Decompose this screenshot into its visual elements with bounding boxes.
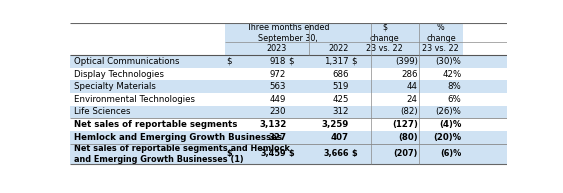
Bar <box>70 106 507 118</box>
Text: 918: 918 <box>270 57 287 66</box>
Text: 2023: 2023 <box>266 44 287 53</box>
Text: 519: 519 <box>332 82 348 91</box>
Text: 563: 563 <box>270 82 287 91</box>
Text: 449: 449 <box>270 95 287 104</box>
Text: Three months ended
September 30,: Three months ended September 30, <box>246 23 329 43</box>
Text: (207): (207) <box>394 149 418 158</box>
Text: $: $ <box>289 57 294 66</box>
Text: (399): (399) <box>395 57 418 66</box>
Text: $: $ <box>226 57 231 66</box>
Text: (20)%: (20)% <box>433 133 461 142</box>
Text: 972: 972 <box>270 69 287 79</box>
Text: 42%: 42% <box>442 69 461 79</box>
Text: 686: 686 <box>332 69 348 79</box>
Bar <box>70 131 507 144</box>
Text: $: $ <box>351 149 356 158</box>
Bar <box>225 23 463 42</box>
Text: 312: 312 <box>332 108 348 116</box>
Text: 44: 44 <box>406 82 418 91</box>
Text: 286: 286 <box>401 69 418 79</box>
Text: 327: 327 <box>268 133 287 142</box>
Text: Specialty Materials: Specialty Materials <box>74 82 156 91</box>
Text: 1,317: 1,317 <box>324 57 348 66</box>
Text: (30)%: (30)% <box>435 57 461 66</box>
Text: 8%: 8% <box>448 82 461 91</box>
Text: 407: 407 <box>330 133 348 142</box>
Text: (127): (127) <box>392 120 418 129</box>
Text: 3,666: 3,666 <box>323 149 348 158</box>
Text: 24: 24 <box>406 95 418 104</box>
Text: 23 vs. 22: 23 vs. 22 <box>366 44 403 53</box>
Text: Display Technologies: Display Technologies <box>74 69 164 79</box>
Text: (26)%: (26)% <box>435 108 461 116</box>
Text: 3,459: 3,459 <box>261 149 287 158</box>
Text: $: $ <box>351 57 356 66</box>
Text: (80): (80) <box>398 133 418 142</box>
Text: (6)%: (6)% <box>440 149 461 158</box>
Text: 230: 230 <box>270 108 287 116</box>
Text: 23 vs. 22: 23 vs. 22 <box>422 44 459 53</box>
Text: $: $ <box>289 149 294 158</box>
Bar <box>70 144 507 164</box>
Text: 3,132: 3,132 <box>259 120 287 129</box>
Text: 425: 425 <box>332 95 348 104</box>
Text: 2022: 2022 <box>328 44 348 53</box>
Bar <box>225 42 463 55</box>
Text: %
change: % change <box>426 23 455 43</box>
Bar <box>70 80 507 93</box>
Text: Life Sciences: Life Sciences <box>74 108 131 116</box>
Text: Net sales of reportable segments and Hemlock
and Emerging Growth Businesses (1): Net sales of reportable segments and Hem… <box>74 144 290 164</box>
Text: Environmental Technologies: Environmental Technologies <box>74 95 195 104</box>
Text: 3,259: 3,259 <box>321 120 348 129</box>
Text: Hemlock and Emerging Growth Businesses: Hemlock and Emerging Growth Businesses <box>74 133 282 142</box>
Bar <box>70 55 507 68</box>
Text: Net sales of reportable segments: Net sales of reportable segments <box>74 120 237 129</box>
Text: (4)%: (4)% <box>439 120 461 129</box>
Text: $
change: $ change <box>370 23 399 43</box>
Text: Optical Communications: Optical Communications <box>74 57 180 66</box>
Text: (82): (82) <box>400 108 418 116</box>
Text: 6%: 6% <box>448 95 461 104</box>
Text: $: $ <box>226 149 232 158</box>
